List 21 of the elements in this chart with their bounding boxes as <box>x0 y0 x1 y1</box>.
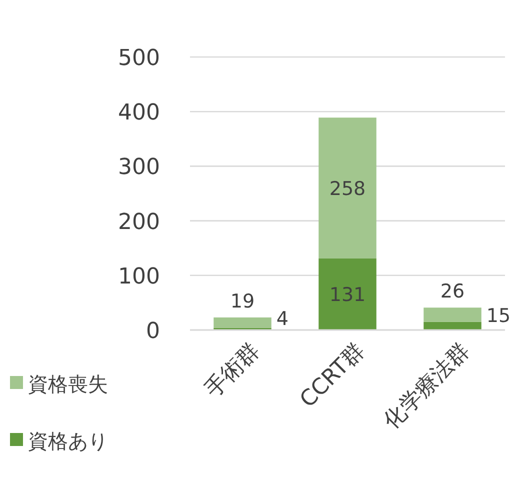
data-label: 19 <box>230 290 255 312</box>
x-tick-label: 手術群 <box>200 338 265 403</box>
bar <box>318 118 376 258</box>
data-label: 26 <box>440 280 465 303</box>
bar <box>318 258 376 330</box>
x-tick-label: 化学療法群 <box>379 338 475 434</box>
data-label: 131 <box>329 284 366 306</box>
legend-label: 資格あり <box>28 429 108 453</box>
legend-label: 資格喪失 <box>28 372 108 396</box>
data-label: 4 <box>276 308 288 330</box>
y-tick-label: 0 <box>146 319 160 344</box>
bar <box>214 317 272 328</box>
data-label: 258 <box>329 178 366 200</box>
y-tick-label: 100 <box>118 264 160 290</box>
y-tick-label: 300 <box>118 155 160 180</box>
bar <box>424 308 482 322</box>
y-tick-label: 400 <box>118 100 160 126</box>
bar <box>424 322 482 330</box>
y-tick-label: 500 <box>118 46 160 71</box>
y-tick-label: 200 <box>118 210 160 235</box>
data-label: 15 <box>486 304 511 327</box>
